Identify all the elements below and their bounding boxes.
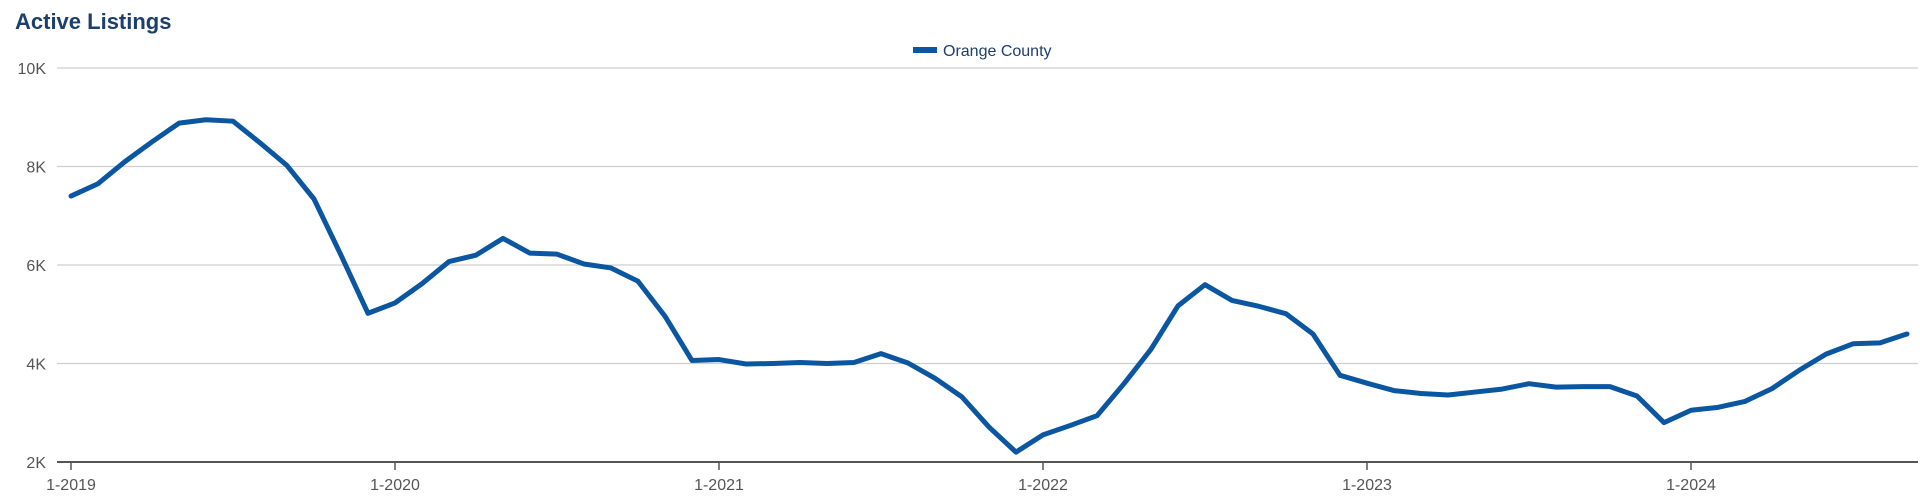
x-tick-label: 1-2024 — [1666, 477, 1716, 494]
chart-title: Active Listings — [15, 9, 172, 34]
x-axis: 1-2019 1-2020 1-2021 1-2022 1-2023 1-2024 — [46, 461, 1918, 494]
legend-label: Orange County — [943, 43, 1052, 60]
x-tick-label: 1-2019 — [46, 477, 96, 494]
legend: Orange County — [913, 43, 1052, 60]
x-tick-label: 1-2021 — [694, 477, 744, 494]
x-tick-label: 1-2023 — [1342, 477, 1392, 494]
series-lines — [68, 117, 1910, 455]
y-tick-label: 8K — [26, 160, 46, 177]
y-axis-ticks: 2K 4K 6K 8K 10K — [18, 61, 47, 472]
gridlines — [57, 67, 1918, 365]
y-tick-label: 10K — [18, 61, 47, 78]
x-tick-label: 1-2022 — [1018, 477, 1068, 494]
y-tick-label: 6K — [26, 258, 46, 275]
y-tick-label: 2K — [26, 455, 46, 472]
y-tick-label: 4K — [26, 357, 46, 374]
x-tick-label: 1-2020 — [370, 477, 420, 494]
series-line — [68, 117, 1910, 455]
